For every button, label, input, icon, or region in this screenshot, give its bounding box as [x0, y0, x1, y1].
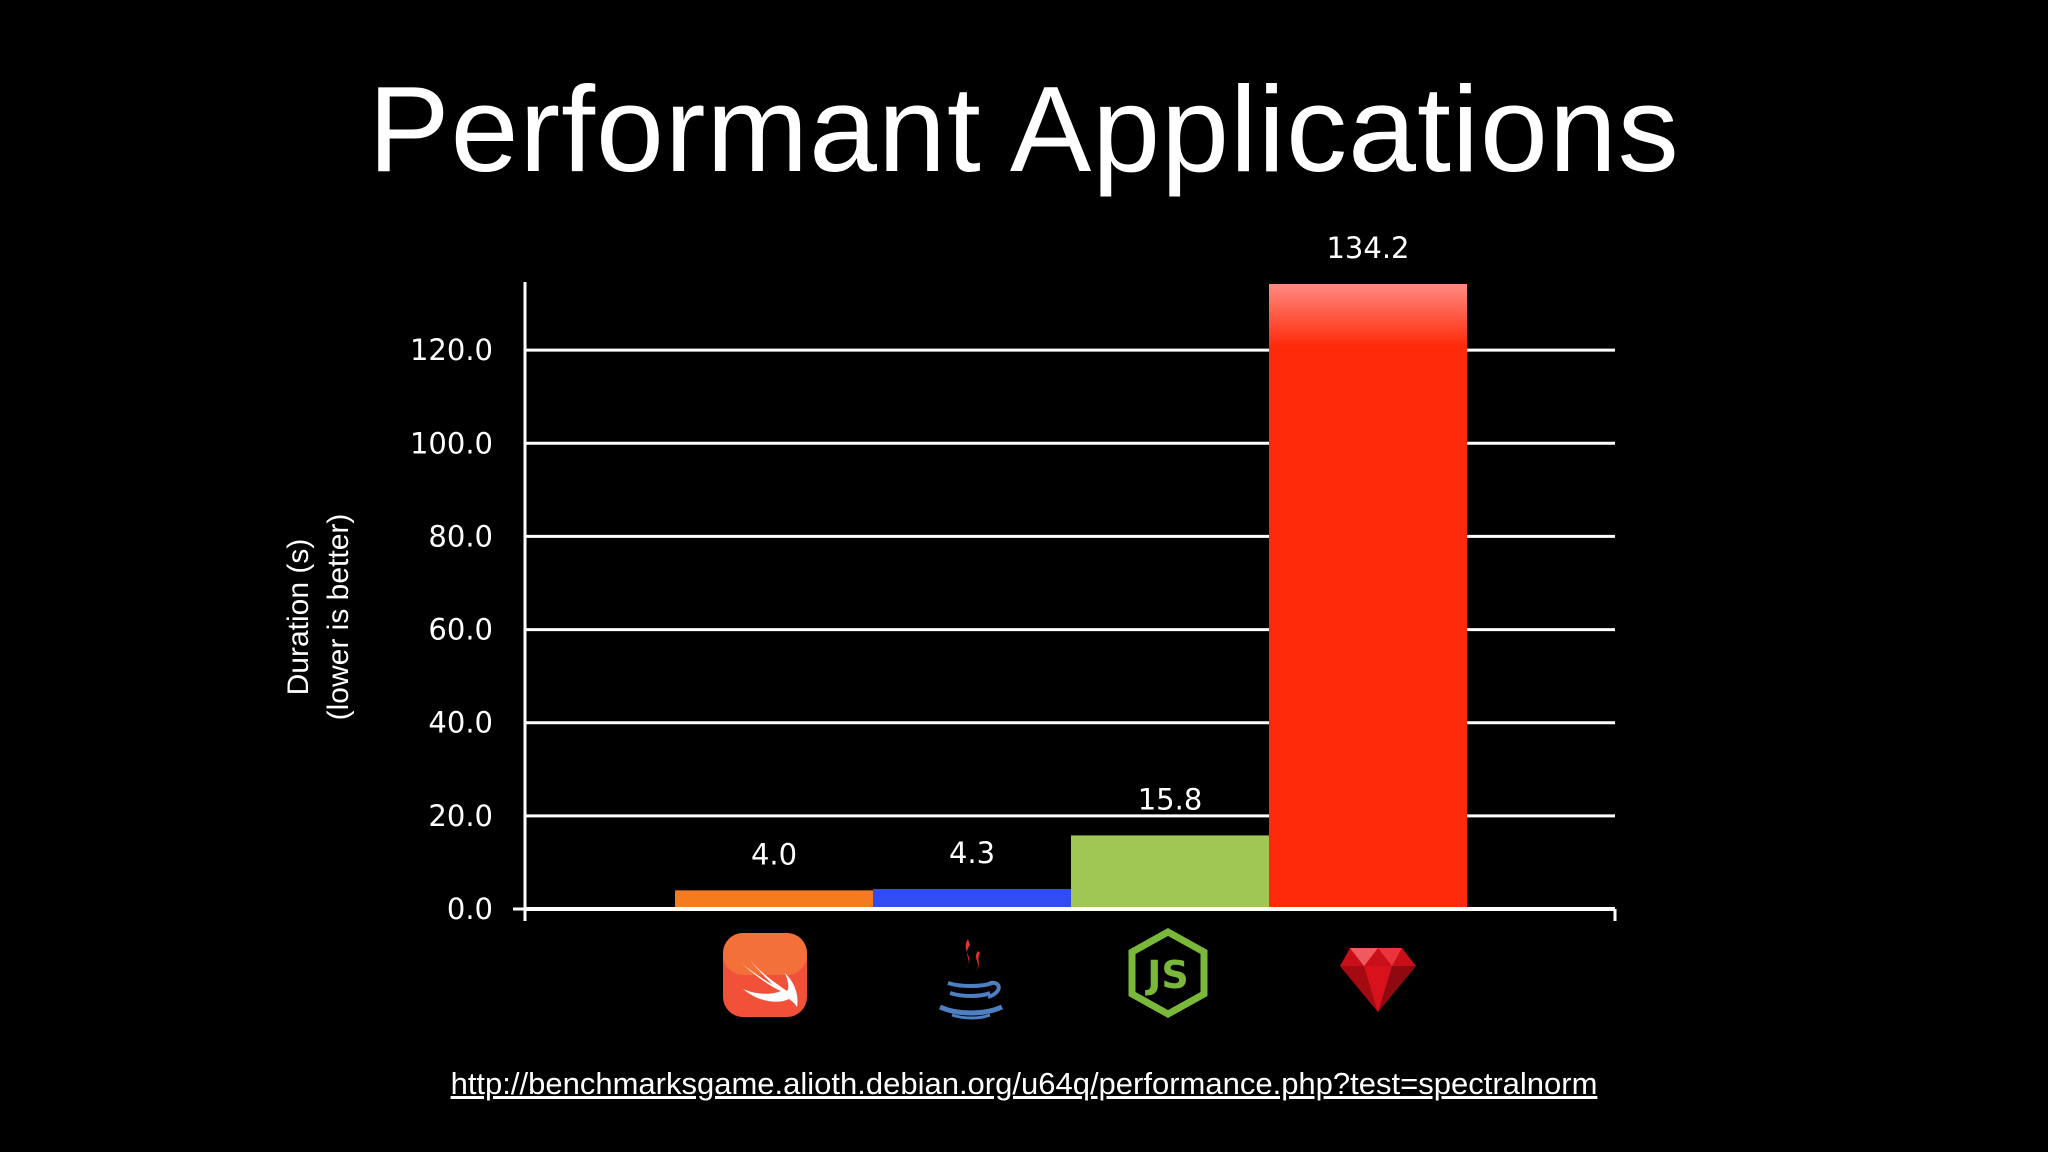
bar-value-label: 4.0: [751, 837, 797, 871]
y-axis-label: Duration (s): [282, 539, 315, 696]
java-logo-icon: [938, 939, 1004, 1020]
slide-title: Performant Applications: [368, 61, 1680, 197]
y-tick-label: 40.0: [428, 706, 493, 740]
y-tick-label: 100.0: [410, 426, 493, 460]
source-link[interactable]: http://benchmarksgame.alioth.debian.org/…: [450, 1066, 1598, 1101]
y-tick-label: 20.0: [428, 799, 493, 833]
bar-swift: [675, 890, 873, 909]
y-tick-label: 0.0: [447, 892, 493, 926]
y-tick-label: 120.0: [410, 333, 493, 367]
y-tick-label: 60.0: [428, 613, 493, 647]
y-tick-label: 80.0: [428, 519, 493, 553]
y-axis-title: Duration (s) (lower is better): [282, 514, 355, 721]
nodejs-logo-icon: JS: [1128, 927, 1208, 1019]
svg-text:JS: JS: [1144, 953, 1189, 997]
bar-value-label: 134.2: [1326, 231, 1409, 265]
y-axis-note: (lower is better): [322, 514, 355, 721]
swift-logo-icon: [723, 933, 807, 1017]
bar-value-label: 15.8: [1138, 782, 1203, 816]
bar-java: [873, 888, 1071, 909]
ruby-logo-icon: [1340, 948, 1416, 1012]
bar-value-label: 4.3: [949, 836, 995, 870]
bar-nodejs: [1071, 835, 1269, 909]
bar-ruby: [1269, 284, 1467, 909]
